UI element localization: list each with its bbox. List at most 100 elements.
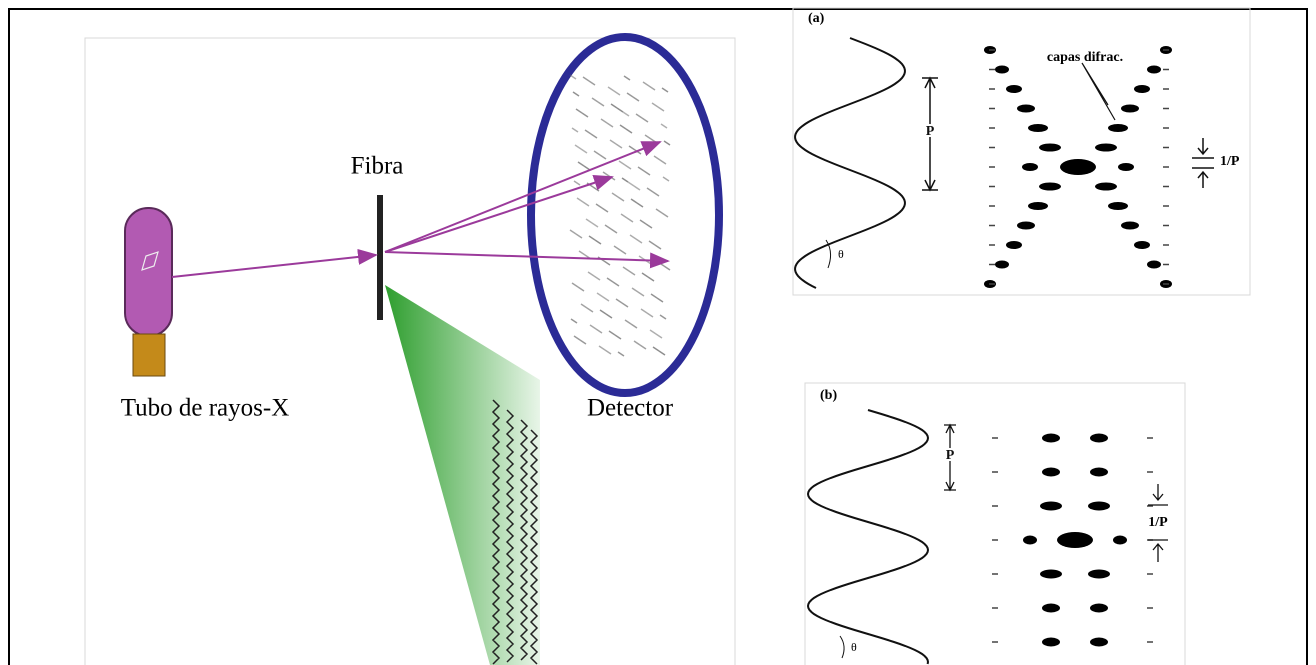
streak xyxy=(588,235,596,241)
streak xyxy=(640,308,648,314)
streak xyxy=(619,124,627,130)
streak xyxy=(615,298,623,304)
streak xyxy=(621,177,629,183)
streak xyxy=(641,117,649,123)
streak xyxy=(611,192,619,198)
streak xyxy=(597,101,605,107)
streak xyxy=(652,191,660,197)
streak xyxy=(635,113,643,119)
streak xyxy=(606,277,614,283)
streak xyxy=(663,265,671,271)
streak xyxy=(585,218,593,224)
spot xyxy=(1022,163,1038,171)
detector-label: Detector xyxy=(587,395,674,422)
spot xyxy=(1147,260,1161,269)
streak xyxy=(628,270,636,276)
streak xyxy=(648,85,656,91)
streak xyxy=(588,80,596,86)
molecule-chain xyxy=(505,409,515,663)
molecule-chain xyxy=(519,419,529,661)
streak xyxy=(604,224,612,230)
xray-tube xyxy=(124,207,173,337)
streak xyxy=(601,207,609,213)
spot xyxy=(1042,637,1060,647)
angle-arc xyxy=(839,635,845,659)
left-panel: Fibra Tubo de rayos-X Detector xyxy=(84,33,736,665)
streak xyxy=(650,293,658,299)
streak xyxy=(627,181,635,187)
streak xyxy=(587,271,595,277)
streak xyxy=(636,202,644,208)
streak xyxy=(659,314,667,320)
angle-label: θ xyxy=(851,640,857,654)
reciprocal-arrow xyxy=(1192,138,1214,188)
spot xyxy=(1095,143,1117,152)
fiber-molecules xyxy=(491,399,539,665)
streak xyxy=(569,229,577,235)
spot xyxy=(1060,159,1096,175)
period-arrow xyxy=(922,76,938,192)
fiber-label: Fibra xyxy=(351,153,404,180)
streak xyxy=(654,244,662,250)
streak xyxy=(591,222,599,228)
panel-frame xyxy=(804,382,1186,665)
streak xyxy=(578,250,586,256)
streak xyxy=(605,313,613,319)
streak xyxy=(635,238,643,244)
spot xyxy=(1118,163,1134,171)
streak xyxy=(572,91,580,97)
streak xyxy=(575,108,583,114)
streak xyxy=(569,74,577,80)
spot xyxy=(1108,202,1128,210)
spot xyxy=(1134,85,1150,93)
streak xyxy=(573,335,581,341)
streak xyxy=(577,286,585,292)
streak xyxy=(617,351,625,357)
angle-arc xyxy=(825,239,832,269)
streak xyxy=(576,197,584,203)
streak xyxy=(602,171,610,177)
panel-a: (a) capas difrac. P 1/P θ xyxy=(792,7,1251,296)
streak xyxy=(589,324,597,330)
streak xyxy=(614,334,622,340)
spot xyxy=(1040,501,1062,511)
streak xyxy=(660,123,668,129)
streak xyxy=(629,234,637,240)
streak xyxy=(623,75,631,81)
panel-tag: (b) xyxy=(820,388,837,403)
streak xyxy=(573,180,581,186)
streak xyxy=(610,103,618,109)
streak xyxy=(582,201,590,207)
spot xyxy=(1088,501,1110,511)
streak xyxy=(612,281,620,287)
spot xyxy=(1040,569,1062,579)
streak xyxy=(594,239,602,245)
streak xyxy=(625,128,633,134)
streak xyxy=(650,138,658,144)
spot xyxy=(1134,241,1150,249)
spot xyxy=(1057,532,1093,548)
streak xyxy=(586,307,594,313)
streak xyxy=(604,349,612,355)
streak xyxy=(651,102,659,108)
streak xyxy=(595,203,603,209)
spot xyxy=(995,260,1009,269)
pointer xyxy=(1081,62,1116,121)
spot xyxy=(1090,467,1108,477)
streak xyxy=(632,96,640,102)
streak xyxy=(626,217,634,223)
spot xyxy=(1113,535,1127,545)
panel-frame xyxy=(84,37,736,665)
streak xyxy=(607,86,615,92)
streak xyxy=(624,319,632,325)
streak xyxy=(603,260,611,266)
streak xyxy=(631,287,639,293)
streak xyxy=(620,213,628,219)
spot xyxy=(1042,467,1060,477)
streak xyxy=(599,154,607,160)
streak xyxy=(649,329,657,335)
streak xyxy=(615,143,623,149)
streak xyxy=(577,161,585,167)
streak xyxy=(584,129,592,135)
streak xyxy=(621,302,629,308)
